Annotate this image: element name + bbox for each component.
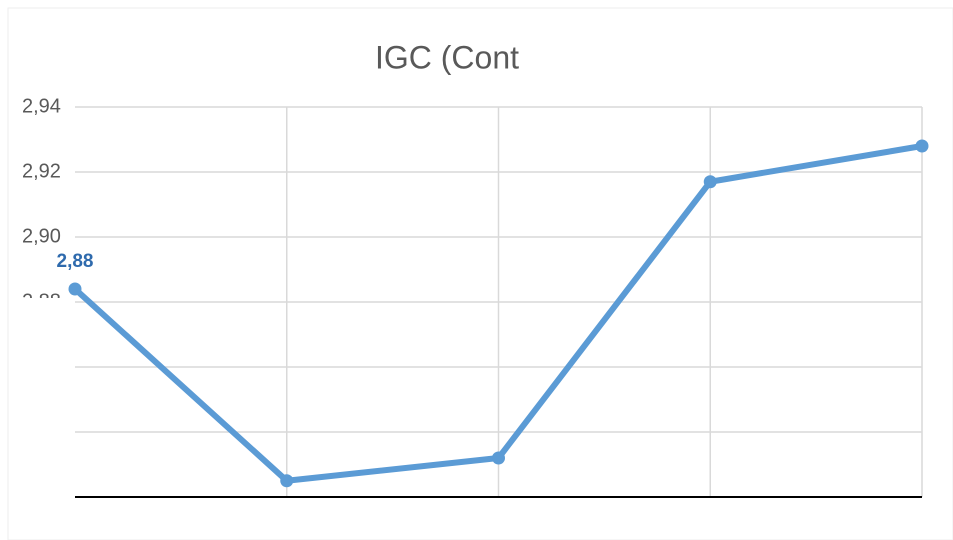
y-tick-label: 2,88 (22, 290, 61, 312)
y-tick-label: 2,90 (22, 225, 61, 247)
data-point (68, 282, 82, 296)
chart-area (7, 7, 953, 540)
data-label: 2,88 (57, 251, 94, 272)
y-tick-label: 2,94 (22, 95, 61, 117)
data-point (492, 451, 505, 465)
data-point (280, 474, 294, 488)
data-point (703, 175, 717, 189)
chart-title: IGC (Cont (375, 39, 519, 75)
data-point (915, 139, 929, 153)
y-tick-label: 2,92 (22, 160, 61, 182)
